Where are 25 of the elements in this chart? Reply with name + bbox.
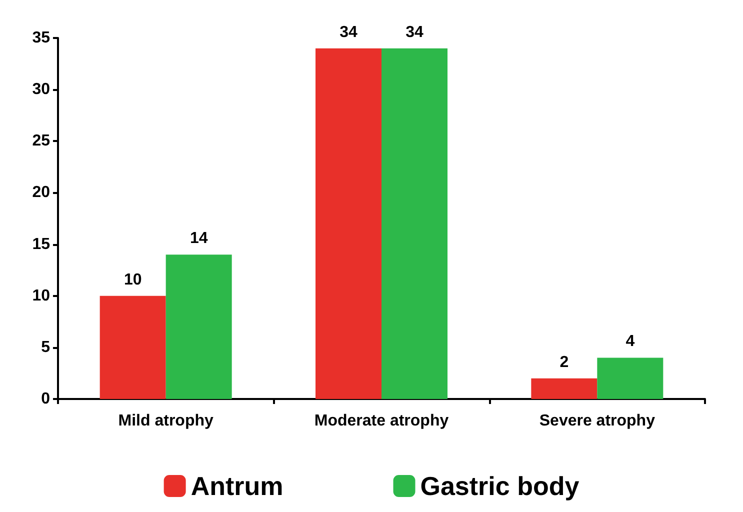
data-label: 4 (626, 333, 635, 350)
data-label: 34 (340, 24, 358, 41)
legend-label: Gastric body (420, 471, 580, 501)
data-label: 2 (560, 354, 569, 371)
x-tick-label: Severe atrophy (539, 412, 656, 430)
x-tick-label: Mild atrophy (118, 412, 214, 430)
y-tick-label: 10 (32, 287, 50, 304)
y-tick-label: 25 (32, 132, 50, 150)
legend-label: Antrum (190, 471, 284, 501)
bar (100, 296, 166, 399)
bar (166, 254, 232, 399)
y-tick-label: 20 (32, 184, 50, 202)
bar (597, 358, 664, 399)
bar (382, 48, 448, 399)
y-tick-label: 0 (41, 390, 50, 408)
data-label: 10 (124, 271, 142, 288)
data-label: 34 (406, 24, 424, 41)
y-tick-label: 15 (32, 236, 50, 253)
y-tick-label: 5 (41, 338, 50, 356)
y-tick-label: 35 (32, 30, 50, 46)
bar (531, 378, 598, 399)
x-tick-label: Moderate atrophy (314, 412, 449, 430)
bar (316, 48, 382, 399)
data-label: 14 (190, 230, 208, 248)
y-tick-label: 30 (32, 81, 50, 98)
